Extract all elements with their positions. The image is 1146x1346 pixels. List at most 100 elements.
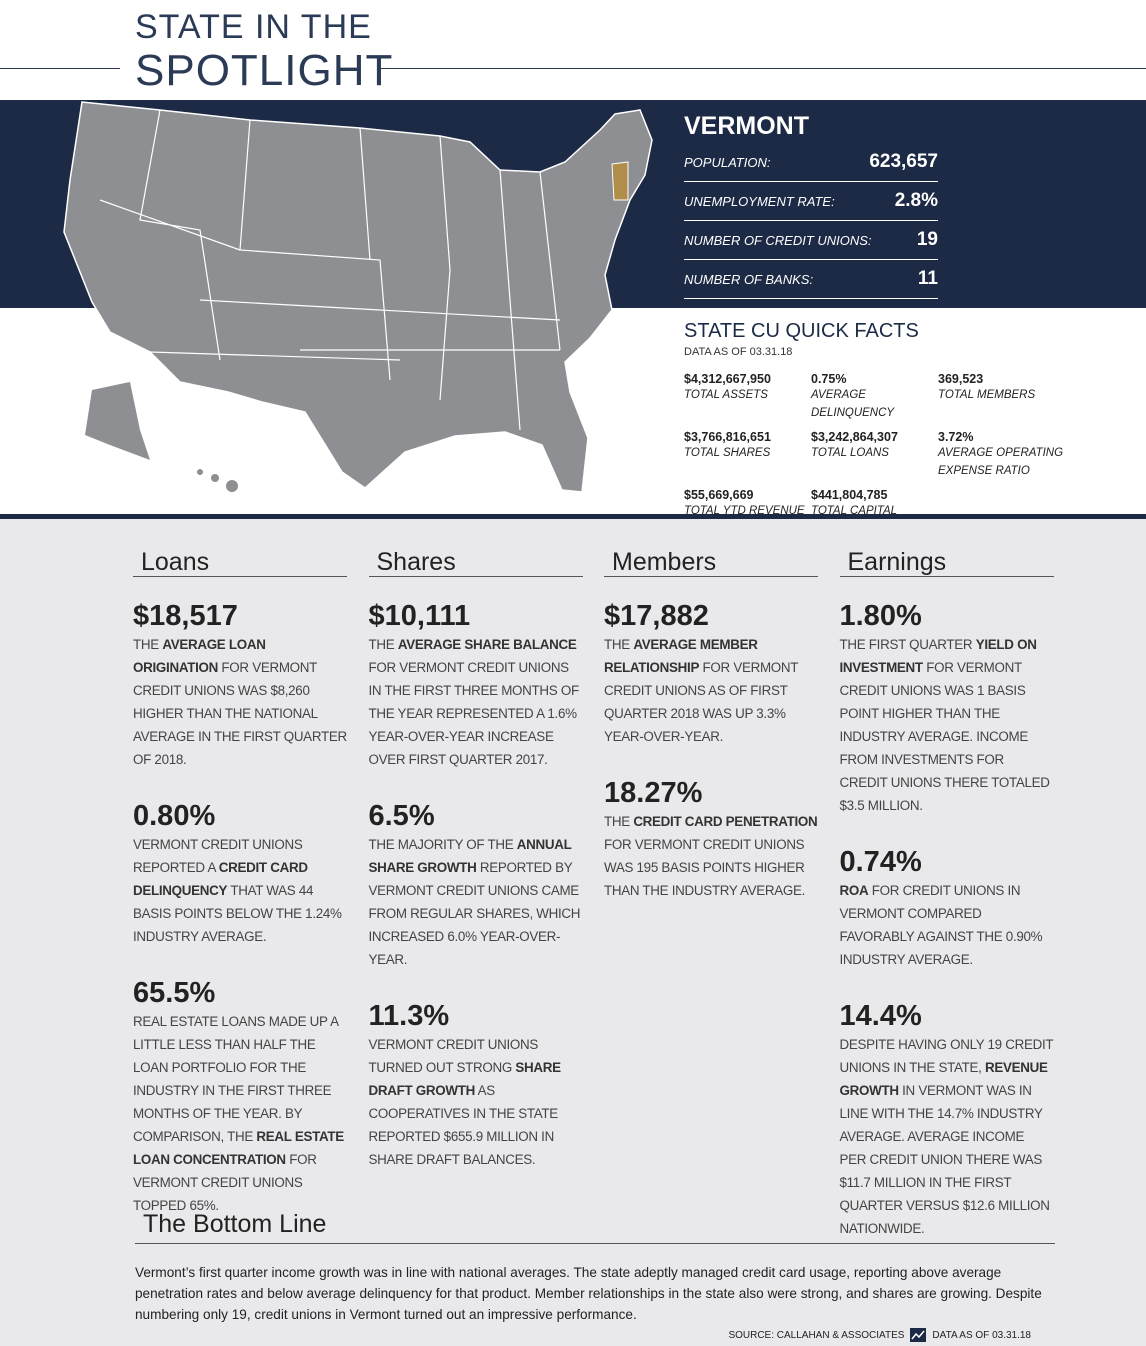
text-run: FOR VERMONT CREDIT UNIONS WAS 1 BASIS PO… — [839, 660, 1050, 813]
hawaii — [197, 469, 238, 492]
stat-text: THE AVERAGE MEMBER RELATIONSHIP FOR VERM… — [604, 633, 818, 748]
stat-block: 14.4% DESPITE HAVING ONLY 19 CREDIT UNION… — [840, 999, 1054, 1240]
text-run: CREDIT CARD DELINQUENCY — [133, 860, 308, 898]
text-run: THE — [604, 637, 634, 652]
text-run: AVERAGE MEMBER RELATIONSHIP — [604, 637, 758, 675]
stat-row: NUMBER OF BANKS: 11 — [684, 260, 938, 299]
text-run: CREDIT CARD PENETRATION — [633, 814, 818, 829]
divider — [0, 514, 1146, 519]
fact-value: 0.75% — [811, 372, 847, 386]
fact-label: TOTAL ASSETS — [684, 389, 768, 401]
text-run: AS COOPERATIVES IN THE STATE REPORTED $6… — [368, 1083, 559, 1167]
section: Members $17,882 THE AVERAGE MEMBER RELATIO… — [604, 545, 818, 930]
text-run: FOR VERMONT CREDIT UNIONS TOPPED 65%. — [133, 1152, 317, 1213]
bottom-line-text: Vermont’s first quarter income growth wa… — [135, 1265, 1042, 1322]
quick-fact: $4,312,667,950 TOTAL ASSETS — [684, 372, 811, 422]
title: SPOTLIGHT — [135, 46, 394, 95]
quick-facts-note: DATA AS OF 03.31.18 — [684, 346, 793, 358]
fact-value: $4,312,667,950 — [684, 372, 771, 386]
text-run: AVERAGE LOAN ORIGINATION — [133, 637, 266, 675]
fact-value: $3,242,864,307 — [811, 430, 898, 444]
stat-block: 18.27% THE CREDIT CARD PENETRATION FOR VE… — [604, 776, 818, 902]
stat-value: 2.8% — [894, 190, 938, 211]
stat-value: 623,657 — [869, 151, 938, 172]
stat-block: $17,882 THE AVERAGE MEMBER RELATIONSHIP F… — [604, 599, 818, 748]
section-heading: Loans — [133, 545, 347, 577]
text-run: THE — [368, 637, 398, 652]
quick-fact: $3,242,864,307 TOTAL LOANS — [811, 430, 938, 480]
stat-value: 18.27% — [604, 777, 703, 809]
stat-value: $10,111 — [368, 600, 471, 632]
quick-facts-title: STATE CU QUICK FACTS — [684, 320, 919, 342]
stat-block: $18,517 THE AVERAGE LOAN ORIGINATION FOR … — [133, 599, 347, 771]
text-run: THE — [604, 814, 634, 829]
stat-value: 65.5% — [133, 977, 216, 1009]
source: SOURCE: CALLAHAN & ASSOCIATES — [728, 1329, 905, 1341]
text-run: THE — [133, 637, 163, 652]
stat-block: 6.5% THE MAJORITY OF THE ANNUAL SHARE GRO… — [369, 799, 583, 971]
stat-value: 11 — [917, 268, 938, 289]
data-note: DATA AS OF 03.31.18 — [932, 1329, 1031, 1341]
stat-block: 65.5% REAL ESTATE LOANS MADE UP A LITTLE … — [133, 976, 347, 1217]
fact-label: AVERAGE OPERATING EXPENSE RATIO — [938, 447, 1064, 477]
quick-fact: 3.72% AVERAGE OPERATING EXPENSE RATIO — [938, 430, 1064, 480]
stat-value: $18,517 — [133, 600, 238, 632]
state-lines — [99, 109, 561, 431]
section: Shares $10,111 THE AVERAGE SHARE BALANCE F… — [368, 545, 583, 1199]
fact-label: TOTAL LOANS — [811, 447, 889, 459]
text-run: FOR VERMONT CREDIT UNIONS WAS $8,260 HIG… — [133, 660, 347, 767]
alaska — [85, 382, 150, 460]
stat-text: REAL ESTATE LOANS MADE UP A LITTLE LESS … — [133, 1010, 347, 1217]
stat-row: NUMBER OF CREDIT UNIONS: 19 — [684, 221, 938, 260]
stat-text: VERMONT CREDIT UNIONS TURNED OUT STRONG … — [369, 1033, 583, 1171]
quick-fact: 0.75% AVERAGE DELINQUENCY — [811, 372, 938, 422]
stat-label: NUMBER OF BANKS: — [684, 271, 814, 287]
footer: SOURCE: CALLAHAN & ASSOCIATES DATA AS OF… — [728, 1328, 1031, 1342]
stat-block: 1.80% THE FIRST QUARTER YIELD ON INVESTME… — [840, 599, 1054, 817]
text-run: DESPITE HAVING ONLY 19 CREDIT UNIONS IN … — [839, 1037, 1054, 1075]
text-run: IN VERMONT WAS IN LINE WITH THE 14.7% IN… — [839, 1083, 1050, 1236]
stat-label: UNEMPLOYMENT RATE: — [684, 193, 835, 209]
stat-text: THE FIRST QUARTER YIELD ON INVESTMENT FO… — [840, 633, 1054, 817]
stat-text: DESPITE HAVING ONLY 19 CREDIT UNIONS IN … — [840, 1033, 1054, 1240]
stat-text: VERMONT CREDIT UNIONS REPORTED A CREDIT … — [133, 833, 347, 948]
text-run: THE MAJORITY OF THE — [368, 837, 517, 852]
stat-value: 1.80% — [839, 600, 922, 632]
stat-value: 6.5% — [368, 800, 435, 832]
stat-row: POPULATION: 623,657 — [684, 143, 938, 182]
section-heading: Earnings — [839, 545, 1054, 577]
stat-label: NUMBER OF CREDIT UNIONS: — [684, 232, 872, 248]
quick-facts: $4,312,667,950 TOTAL ASSETS 0.75% AVERAGE D… — [684, 372, 1064, 520]
stat-value: 11.3% — [368, 1000, 450, 1032]
quick-fact: $3,766,816,651 TOTAL SHARES — [684, 430, 811, 480]
us-outline — [63, 101, 653, 493]
rule — [380, 68, 1146, 69]
stat-block: $10,111 THE AVERAGE SHARE BALANCE FOR VER… — [369, 599, 583, 771]
section: Earnings 1.80% THE FIRST QUARTER YIELD ON … — [839, 545, 1054, 1268]
stat-text: THE MAJORITY OF THE ANNUAL SHARE GROWTH … — [369, 833, 583, 971]
vermont — [611, 161, 629, 201]
rule — [0, 68, 120, 69]
text-run: YIELD ON INVESTMENT — [839, 637, 1037, 675]
bottom-line-heading: The Bottom Line — [135, 1210, 1055, 1244]
section-heading: Members — [604, 545, 818, 577]
stat-text: THE AVERAGE LOAN ORIGINATION FOR VERMONT… — [133, 633, 347, 771]
content-bg — [0, 519, 1146, 1346]
text-run: REAL ESTATE LOANS MADE UP A LITTLE LESS … — [133, 1014, 338, 1144]
fact-value: 369,523 — [938, 372, 984, 386]
text-run: THAT WAS 44 BASIS POINTS BELOW THE 1.24%… — [133, 883, 342, 944]
text-run: REVENUE GROWTH — [839, 1060, 1048, 1098]
stat-block: 11.3% VERMONT CREDIT UNIONS TURNED OUT ST… — [369, 999, 583, 1171]
text-run: VERMONT CREDIT UNIONS TURNED OUT STRONG — [368, 1037, 539, 1075]
stat-value: $17,882 — [604, 600, 709, 632]
stat-value: 0.80% — [133, 800, 216, 832]
stat-label: POPULATION: — [684, 154, 771, 170]
fact-label: AVERAGE DELINQUENCY — [811, 389, 895, 419]
text-run: ANNUAL SHARE GROWTH — [368, 837, 572, 875]
text-run: SHARE DRAFT GROWTH — [368, 1060, 562, 1098]
text-run: REPORTED BY VERMONT CREDIT UNIONS CAME F… — [368, 860, 581, 967]
text-run: FOR VERMONT CREDIT UNIONS WAS 195 BASIS … — [604, 837, 806, 898]
section-heading: Shares — [368, 545, 583, 577]
stat-text: ROA FOR CREDIT UNIONS IN VERMONT COMPARE… — [840, 879, 1054, 971]
